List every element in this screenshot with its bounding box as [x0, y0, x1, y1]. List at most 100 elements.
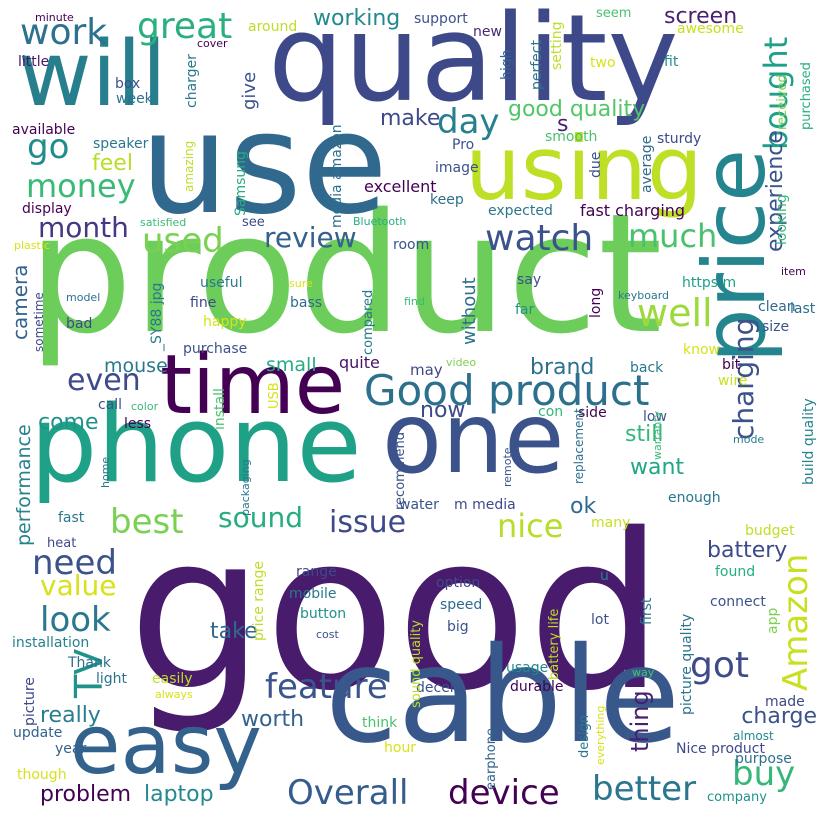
cloud-word: Samsung: [233, 150, 249, 216]
cloud-word: excellent: [364, 177, 437, 196]
cloud-word: fast charging: [580, 201, 686, 220]
cloud-word: say: [517, 272, 542, 288]
cloud-word: watch: [485, 218, 594, 259]
cloud-word: go: [27, 127, 70, 167]
cloud-word: con: [538, 404, 564, 420]
cloud-word: install: [212, 388, 228, 430]
cloud-word: option: [436, 575, 481, 591]
cloud-word: find: [404, 295, 425, 308]
cloud-word: will: [18, 22, 167, 127]
cloud-word: less: [124, 416, 152, 432]
cloud-word: working: [313, 6, 401, 31]
cloud-word: cable: [325, 619, 681, 773]
cloud-word: smooth: [545, 129, 598, 145]
cloud-word: expected: [488, 203, 553, 219]
cloud-word: need: [32, 543, 117, 583]
cloud-word: happy: [203, 314, 247, 330]
cloud-word: best: [110, 502, 184, 542]
cloud-word: build quality: [801, 398, 817, 485]
cloud-word: everything: [594, 705, 607, 765]
cloud-word: issue: [329, 505, 407, 540]
cloud-word: Good product: [364, 366, 650, 415]
cloud-word: useful: [200, 275, 243, 291]
cloud-word: thing: [626, 690, 654, 752]
cloud-word: keep: [430, 192, 464, 208]
cloud-word: mode: [733, 433, 765, 446]
cloud-word: button: [300, 606, 347, 622]
cloud-word: room: [393, 237, 430, 253]
cloud-word: quite: [339, 353, 380, 372]
cloud-word: back: [630, 360, 664, 376]
cloud-word: see: [242, 215, 265, 230]
cloud-word: u: [600, 568, 609, 584]
cloud-word: feature: [265, 667, 388, 707]
cloud-word: first: [639, 597, 655, 625]
cloud-word: little: [18, 54, 50, 70]
cloud-word: well: [637, 291, 713, 335]
cloud-word: bad: [66, 316, 93, 332]
cloud-word: hour: [384, 740, 417, 756]
cloud-word: using: [465, 117, 703, 220]
cloud-word: home: [99, 456, 112, 488]
cloud-word: fast: [58, 510, 85, 526]
cloud-word: budget: [745, 523, 795, 539]
cloud-word: range: [296, 564, 337, 580]
cloud-word: lot: [591, 612, 609, 628]
cloud-word: keyboard: [618, 289, 670, 302]
cloud-word: wire: [718, 373, 748, 389]
cloud-word: easily: [152, 671, 193, 687]
cloud-word: side: [578, 405, 607, 421]
cloud-word: even: [67, 363, 141, 398]
cloud-word: mouse: [104, 355, 168, 377]
cloud-word: recommend: [393, 432, 408, 510]
cloud-word: cover: [197, 37, 228, 50]
cloud-word: screen: [664, 4, 738, 29]
cloud-word: good quality: [508, 97, 646, 122]
cloud-word: charge: [741, 704, 817, 729]
cloud-word: Amazon: [776, 553, 816, 691]
cloud-word: charger: [184, 54, 200, 108]
cloud-word: remote: [501, 447, 514, 487]
cloud-word: Pro: [452, 137, 475, 153]
cloud-word: amazing: [182, 140, 196, 192]
cloud-word: month: [38, 211, 129, 244]
cloud-word: money: [26, 167, 136, 205]
cloud-word: battery: [707, 538, 788, 563]
cloud-word: _SY88 jpg: [149, 282, 165, 351]
cloud-word: feel: [92, 151, 133, 176]
cloud-word: m media: [454, 497, 516, 513]
cloud-word: design: [577, 714, 592, 758]
cloud-word: box: [115, 76, 141, 92]
cloud-word: device: [448, 773, 560, 813]
cloud-word: camera: [8, 264, 32, 340]
cloud-word: know: [683, 342, 720, 358]
cloud-word: laptop: [144, 782, 214, 807]
cloud-word: call: [98, 397, 123, 413]
cloud-word: phone: [30, 383, 362, 506]
cloud-word: ok: [570, 494, 597, 519]
cloud-word: compared: [361, 289, 376, 355]
cloud-word: sturdy: [657, 131, 702, 147]
cloud-word: worth: [241, 707, 305, 732]
cloud-word: mobile: [289, 586, 337, 602]
cloud-word: Overall: [287, 773, 409, 813]
cloud-word: picture quality: [679, 613, 695, 715]
cloud-word: model: [66, 291, 101, 304]
cloud-word: average: [639, 135, 655, 193]
cloud-word: year: [55, 741, 87, 757]
cloud-word: great: [137, 6, 233, 47]
cloud-word: color: [131, 400, 159, 413]
cloud-word: Bluetooth: [353, 215, 407, 228]
cloud-word: perfect: [529, 40, 545, 90]
cloud-word: enough: [668, 490, 721, 506]
cloud-word: due: [588, 151, 604, 178]
cloud-word: got: [690, 645, 749, 686]
cloud-word: much: [628, 217, 718, 255]
cloud-word: use: [140, 83, 388, 246]
cloud-word: speaker: [93, 136, 149, 152]
cloud-word: satisfied: [140, 216, 187, 229]
cloud-word: bass: [290, 295, 323, 311]
cloud-word: cost: [316, 628, 339, 641]
cloud-word: high: [499, 49, 515, 80]
